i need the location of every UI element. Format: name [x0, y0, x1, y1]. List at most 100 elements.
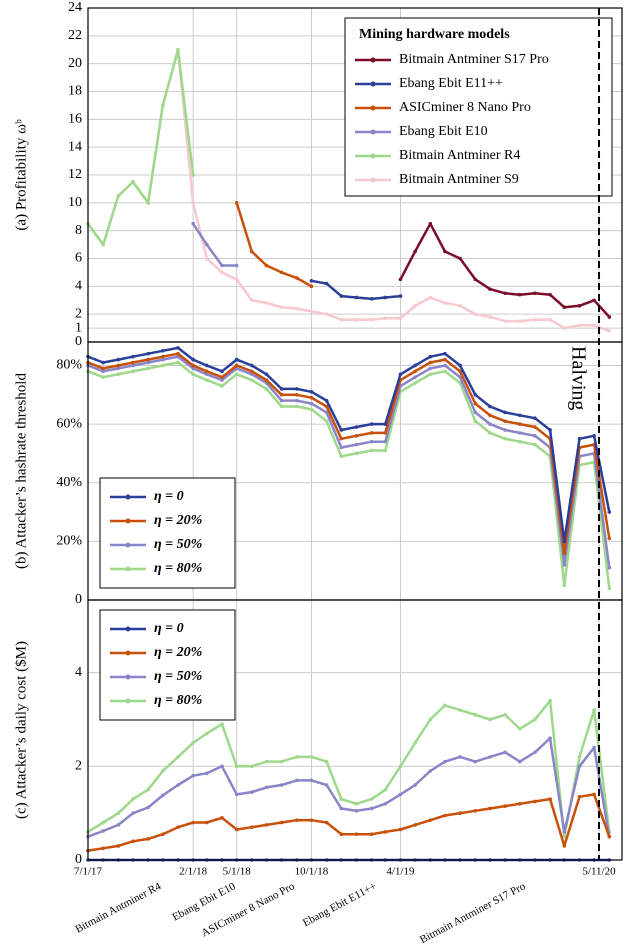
series-point	[398, 277, 403, 282]
series-point	[383, 787, 388, 792]
series-point	[383, 439, 388, 444]
series-point	[309, 284, 314, 289]
series-point	[607, 536, 612, 541]
series-point	[234, 827, 239, 832]
series-point	[428, 372, 433, 377]
series-point	[488, 315, 492, 319]
series-point	[369, 832, 374, 837]
series-point	[116, 811, 121, 815]
series-point	[398, 792, 403, 797]
series-line	[235, 202, 313, 288]
series-point	[279, 387, 284, 391]
series-point	[428, 717, 433, 722]
series-point	[234, 201, 239, 205]
series-point	[205, 363, 209, 368]
series-point	[517, 431, 522, 435]
y-tick-label: 12	[68, 167, 82, 182]
series-point	[324, 312, 329, 316]
series-point	[101, 360, 105, 365]
series-point	[458, 363, 462, 368]
series-point	[443, 363, 447, 368]
series-point	[592, 298, 596, 303]
y-tick-label: 8	[75, 223, 82, 238]
series-point	[339, 806, 344, 811]
series-point	[562, 834, 567, 839]
series-point	[354, 809, 359, 813]
series-point	[607, 586, 612, 591]
series-point	[191, 363, 195, 368]
series-point	[517, 319, 522, 323]
series-point	[131, 354, 135, 359]
series-point	[369, 317, 374, 322]
series-point	[354, 801, 359, 806]
series-point	[101, 369, 105, 374]
series-point	[295, 276, 299, 280]
series-point	[443, 703, 447, 708]
series-point	[161, 357, 165, 362]
series-point	[176, 783, 180, 787]
legend-label: Bitmain Antminer S17 Pro	[399, 52, 549, 67]
series-point	[533, 416, 537, 421]
series-point	[101, 242, 105, 247]
series-point	[191, 820, 195, 825]
series-point	[473, 401, 478, 406]
series-point	[191, 221, 195, 226]
series-point	[503, 319, 507, 323]
series-point	[131, 369, 135, 374]
series-point	[577, 304, 582, 308]
series-point	[295, 404, 299, 409]
y-tick-label: 18	[68, 84, 82, 99]
series-point	[488, 413, 492, 418]
series-point	[220, 384, 224, 388]
legend-marker	[125, 542, 131, 548]
legend-label: η = 80%	[154, 561, 202, 576]
y-tick-label: 0	[75, 334, 82, 349]
series-point	[309, 309, 314, 314]
series-point	[473, 392, 478, 397]
x-tick-label: 5/11/20	[582, 866, 616, 878]
series-point	[264, 785, 269, 790]
series-point	[220, 764, 224, 769]
legend-label: η = 0	[154, 621, 184, 636]
series-point	[339, 428, 344, 432]
series-point	[116, 357, 121, 362]
y-tick-label: 1	[75, 320, 82, 335]
series-point	[369, 439, 374, 444]
y-tick-label: 16	[68, 112, 82, 127]
series-point	[383, 316, 388, 321]
series-point	[607, 834, 612, 839]
y-tick-label: 4	[75, 279, 82, 294]
segment-label: Bitmain Antminer S17 Pro	[418, 880, 528, 946]
series-point	[503, 419, 507, 423]
series-point	[443, 813, 447, 818]
series-point	[279, 783, 284, 787]
series-point	[398, 316, 403, 321]
series-point	[577, 794, 582, 799]
series-point	[503, 291, 507, 296]
series-point	[116, 372, 121, 377]
series-point	[562, 563, 567, 567]
series-point	[220, 375, 224, 379]
series-point	[503, 410, 507, 415]
series-point	[398, 764, 403, 769]
series-point	[279, 820, 284, 825]
series-point	[309, 818, 314, 822]
series-point	[309, 401, 314, 406]
series-point	[533, 434, 537, 438]
series-point	[398, 372, 403, 377]
legend-label: η = 80%	[154, 693, 202, 708]
series-point	[324, 419, 329, 423]
series-point	[517, 422, 522, 426]
series-line	[87, 346, 611, 543]
series-point	[191, 366, 195, 371]
legend-marker	[125, 650, 131, 656]
y-tick-label: 2	[75, 306, 82, 321]
series-point	[428, 769, 433, 773]
series-point	[191, 741, 195, 745]
series-line	[86, 48, 195, 246]
series-point	[458, 256, 462, 261]
series-point	[503, 428, 507, 432]
series-point	[369, 422, 374, 426]
series-point	[234, 372, 239, 377]
series-point	[517, 727, 522, 731]
